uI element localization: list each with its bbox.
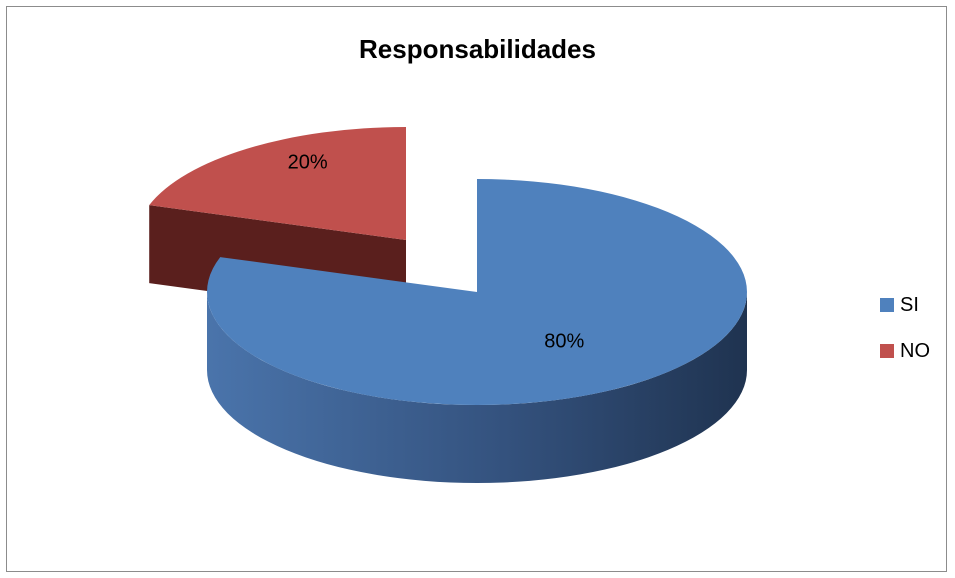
legend-swatch-si <box>880 298 894 312</box>
legend-label-no: NO <box>900 339 930 362</box>
data-label-si: 80% <box>544 331 584 353</box>
pie-slice-si <box>206 179 748 483</box>
pie-slice-no-top <box>149 127 407 240</box>
legend-item-si: SI <box>880 290 930 320</box>
data-label-no: 20% <box>288 152 328 174</box>
legend-item-no: NO <box>880 336 930 366</box>
chart-title: Responsabilidades <box>359 34 596 64</box>
legend-swatch-no <box>880 344 894 358</box>
pie-slice-si-top <box>206 179 748 405</box>
pie-slice-si-side <box>207 292 747 483</box>
legend: SI NO <box>880 290 930 382</box>
legend-label-si: SI <box>900 293 919 316</box>
